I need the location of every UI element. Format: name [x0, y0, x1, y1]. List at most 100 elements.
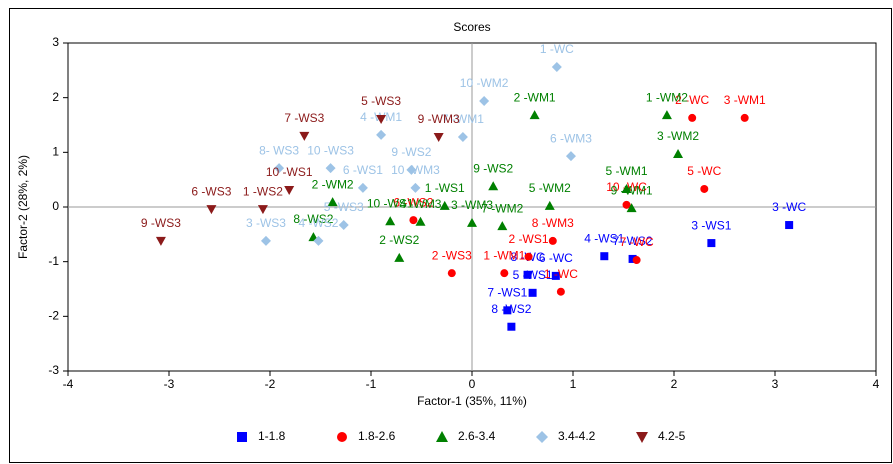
point-label: 6 -WC — [539, 251, 573, 265]
point — [206, 205, 217, 215]
point — [415, 216, 426, 226]
y-tick-label: 0 — [52, 199, 59, 213]
chart-title: Scores — [453, 20, 490, 34]
point — [551, 62, 562, 73]
point — [284, 186, 295, 196]
point-label: 3 -WM2 — [657, 129, 699, 143]
point — [628, 254, 637, 263]
y-tick-label: -3 — [48, 363, 59, 377]
point-label: 5 -WM2 — [529, 181, 571, 195]
y-axis-title: Factor-2 (28%, 2%) — [16, 155, 30, 259]
point — [260, 235, 271, 246]
point-label: 8 -WS2 — [491, 302, 531, 316]
point-label: 7 -WM1 — [442, 112, 484, 126]
point — [707, 239, 716, 248]
point — [433, 133, 444, 143]
x-tick-label: 1 — [570, 377, 577, 391]
point-label: 8- WS3 — [259, 143, 299, 157]
x-axis-title: Factor-1 (35%, 11%) — [417, 394, 527, 408]
x-tick-label: 3 — [772, 377, 779, 391]
point-label: 1 -WM1 — [483, 248, 525, 262]
point — [274, 163, 285, 174]
point — [556, 287, 565, 296]
point — [327, 197, 338, 207]
point — [621, 183, 632, 193]
point-label: 1 -WC — [544, 267, 578, 281]
point — [551, 271, 560, 280]
point-label: 10 -WM3 — [391, 163, 440, 177]
point — [325, 163, 336, 174]
point-label: 3 -WM3 — [451, 198, 493, 212]
x-tick-label: 2 — [671, 377, 678, 391]
point-label: 5 -WC — [687, 164, 721, 178]
point-label: 10 -WM2 — [460, 76, 509, 90]
legend-label: 4.2-5 — [658, 429, 686, 443]
legend-label: 1.8-2.6 — [358, 429, 396, 443]
point — [528, 288, 537, 297]
point-label: 7 -WS2 — [613, 234, 653, 248]
point-label: 7 -WM2 — [481, 201, 523, 215]
legend-marker — [636, 432, 648, 443]
point — [626, 203, 637, 213]
point-label: 1 -WC — [540, 42, 574, 56]
chart-border — [9, 8, 892, 463]
point-label: 5 -WS3 — [361, 94, 401, 108]
point-label: 4 -WS2 — [298, 216, 338, 230]
point — [299, 131, 310, 141]
point — [785, 221, 794, 230]
point-label: 8 -WS2 — [293, 212, 333, 226]
point — [673, 148, 684, 158]
point — [544, 200, 555, 210]
point — [600, 252, 609, 261]
point-label: 9 -WS2 — [391, 145, 431, 159]
point — [622, 200, 631, 209]
point-label: 1 -WM2 — [646, 90, 688, 104]
legend-label: 2.6-3.4 — [458, 429, 496, 443]
point — [529, 110, 540, 120]
legend-marker — [536, 431, 548, 443]
point-label: 5 -WM1 — [606, 164, 648, 178]
point — [688, 113, 697, 122]
point-label: 1 -WS1 — [425, 181, 465, 195]
x-tick-label: -4 — [63, 377, 74, 391]
point — [632, 256, 641, 265]
point-label: 7 -WS3 — [284, 111, 324, 125]
point-label: 1 -WS2 — [243, 184, 283, 198]
point-label: 3 -WS3 — [246, 216, 286, 230]
point — [524, 252, 533, 261]
point-label: 8 -WM3 — [532, 216, 574, 230]
x-tick-label: -1 — [366, 377, 377, 391]
point — [376, 114, 387, 124]
point — [467, 217, 477, 227]
point — [376, 129, 387, 140]
point-label: 10 -WS1 — [266, 165, 313, 179]
point — [439, 200, 450, 210]
point — [457, 132, 468, 143]
point-label: 5 -WS1 — [513, 268, 553, 282]
point-label: 9 -WS2 — [473, 161, 513, 175]
point — [503, 306, 512, 315]
point-label: 4 -WM3 — [399, 197, 441, 211]
point — [410, 182, 421, 193]
point — [357, 182, 368, 193]
point — [497, 221, 508, 231]
point-label: 7 -WC — [620, 235, 654, 249]
point — [488, 181, 499, 191]
point — [523, 270, 532, 279]
x-tick-label: 0 — [469, 377, 476, 391]
point — [740, 113, 749, 122]
point-label: 6 -WS1 — [343, 163, 383, 177]
point-label: 2 -WM2 — [312, 177, 354, 191]
point — [409, 216, 418, 225]
point — [507, 322, 516, 331]
y-tick-label: 1 — [52, 145, 59, 159]
point-label: 9 -WM3 — [418, 112, 460, 126]
point — [500, 269, 509, 278]
point-label: 4 -WS1 — [584, 231, 624, 245]
legend-marker — [436, 431, 448, 442]
point — [406, 164, 417, 175]
point-label: 2 -WS1 — [509, 232, 549, 246]
legend-label: 3.4-4.2 — [558, 429, 596, 443]
point — [385, 216, 396, 226]
